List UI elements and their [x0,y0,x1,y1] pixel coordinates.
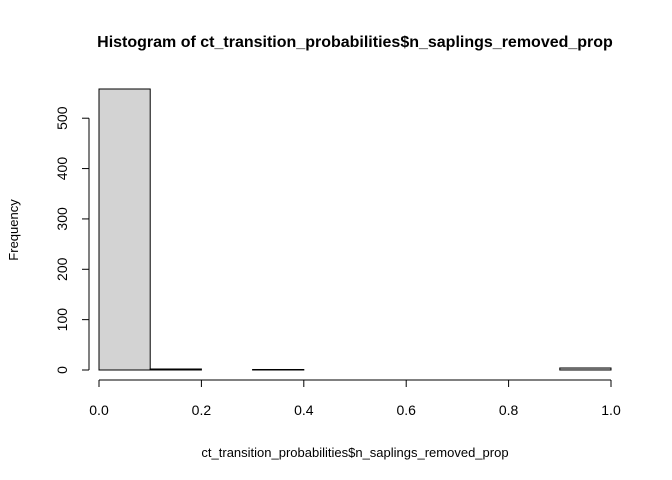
x-tick-label-2: 0.4 [294,402,314,418]
x-tick-label-1: 0.2 [192,402,212,418]
histogram-bar-3 [252,368,305,371]
y-axis: 0 100 200 300 400 500 [54,106,90,374]
x-axis-label: ct_transition_probabilities$n_saplings_r… [201,445,508,460]
x-tick-label-0: 0.0 [89,402,109,418]
y-tick-label-4: 400 [54,157,70,181]
y-tick-label-3: 300 [54,207,70,231]
histogram-bar-1 [149,368,202,371]
x-tick-label-5: 1.0 [601,402,621,418]
histogram-bar-0 [98,88,151,371]
chart-title: Histogram of ct_transition_probabilities… [97,34,613,51]
y-tick-label-1: 100 [54,308,70,332]
x-axis: 0.0 0.2 0.4 0.6 0.8 1.0 [89,379,621,418]
y-axis-label: Frequency [6,199,21,261]
x-tick-label-3: 0.6 [396,402,416,418]
y-tick-label-2: 200 [54,257,70,281]
histogram-bar-9 [559,367,612,371]
x-tick-label-4: 0.8 [499,402,519,418]
y-tick-label-0: 0 [54,366,70,374]
bars-group [98,88,612,371]
y-tick-label-5: 500 [54,106,70,130]
